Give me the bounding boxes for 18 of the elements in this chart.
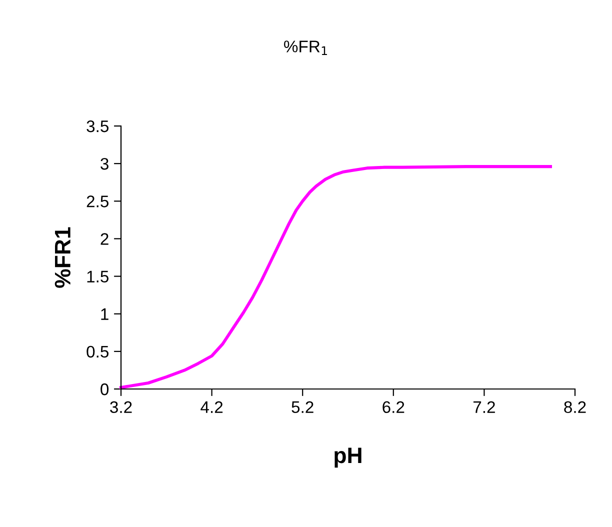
y-tick-label: 3.5 bbox=[86, 120, 108, 132]
x-tick-label: 7.2 bbox=[473, 401, 495, 413]
x-tick-label: 8.2 bbox=[564, 401, 586, 414]
y-tick-label: 3 bbox=[100, 158, 108, 170]
x-tick-label: 6.2 bbox=[382, 401, 404, 414]
chart-title: %FR$_{1}$ bbox=[284, 40, 327, 55]
x-tick-label: 3.2 bbox=[110, 401, 132, 414]
y-tick-label: 1.5 bbox=[87, 270, 108, 282]
y-tick-label: 0 bbox=[100, 383, 109, 396]
line-series bbox=[119, 165, 552, 390]
x-tick-label: 5.2 bbox=[292, 401, 314, 414]
y-tick-label: 2 bbox=[100, 233, 108, 245]
x-axis-title: pH bbox=[334, 448, 362, 468]
y-tick-label: 0.5 bbox=[86, 346, 108, 358]
y-tick-label: 1 bbox=[101, 308, 108, 320]
y-tick-label: 2.5 bbox=[86, 196, 108, 208]
x-tick-label: 4.2 bbox=[200, 401, 223, 413]
y-axis-title: %FR1 bbox=[54, 227, 70, 288]
